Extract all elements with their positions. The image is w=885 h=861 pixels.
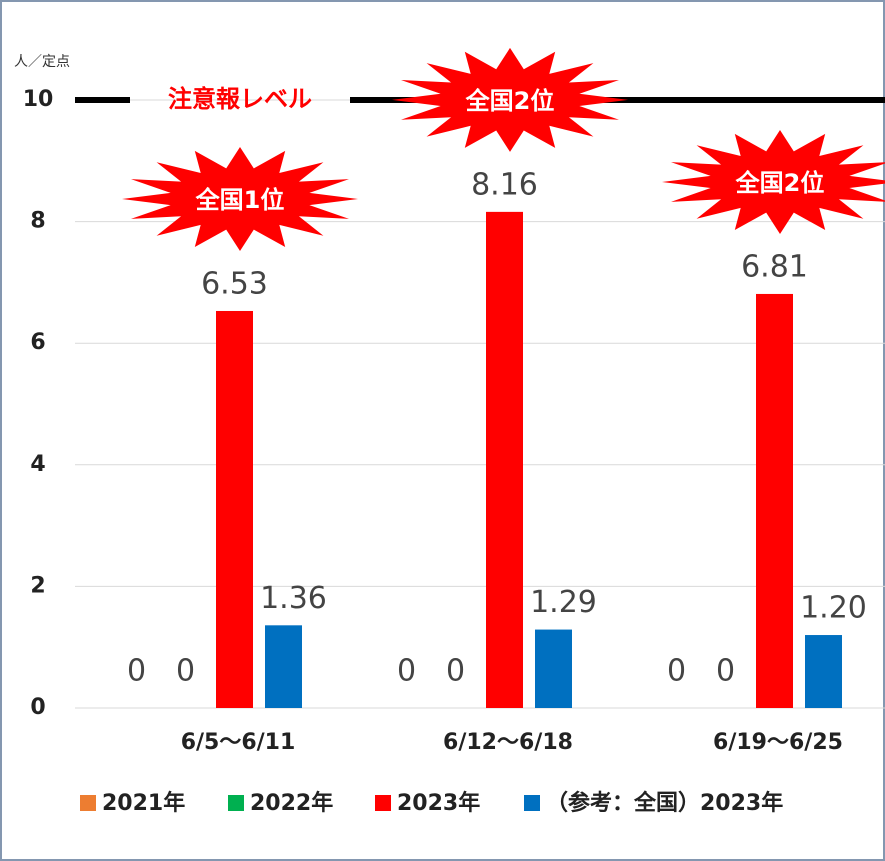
value-label: 6.53 (201, 266, 268, 301)
y-unit: 人／定点 (14, 54, 70, 70)
legend-label: （参考：全国）2023年 (546, 790, 783, 816)
rank-label: 全国1位 (195, 186, 285, 214)
y-tick-label: 6 (30, 330, 45, 355)
bar (756, 293, 793, 708)
y-tick-label: 2 (30, 573, 45, 598)
x-tick-label: 6/12～6/18 (443, 730, 573, 755)
legend-swatch (228, 795, 244, 811)
rank-burst (122, 147, 358, 251)
value-label: 1.29 (530, 585, 597, 620)
rank-label: 全国2位 (465, 87, 555, 115)
bar (486, 211, 523, 708)
rank-label: 全国2位 (735, 169, 825, 197)
x-tick-label: 6/19～6/25 (713, 730, 843, 755)
y-tick-label: 10 (23, 87, 54, 112)
x-tick-label: 6/5～6/11 (181, 730, 296, 755)
value-label: 1.36 (260, 581, 327, 616)
value-label: 0 (446, 654, 465, 689)
bar (265, 625, 302, 708)
legend-swatch (80, 795, 96, 811)
value-label: 0 (176, 654, 195, 689)
bar (805, 635, 842, 708)
legend-label: 2022年 (250, 790, 333, 816)
value-label: 0 (397, 654, 416, 689)
value-label: 8.16 (471, 167, 538, 202)
legend-swatch (375, 795, 391, 811)
value-label: 1.20 (800, 591, 867, 626)
value-label: 0 (667, 654, 686, 689)
y-tick-label: 8 (30, 209, 45, 234)
value-label: 0 (127, 654, 146, 689)
threshold-label: 注意報レベル (168, 85, 312, 113)
legend-label: 2023年 (397, 790, 480, 816)
legend-swatch (524, 795, 540, 811)
y-tick-label: 4 (30, 452, 45, 477)
rank-burst (392, 47, 628, 152)
bar (535, 629, 572, 708)
bar (216, 310, 253, 708)
value-label: 6.81 (741, 249, 808, 284)
value-label: 0 (716, 654, 735, 689)
y-tick-label: 0 (30, 695, 45, 720)
legend-label: 2021年 (102, 790, 185, 816)
rank-burst (662, 130, 885, 234)
